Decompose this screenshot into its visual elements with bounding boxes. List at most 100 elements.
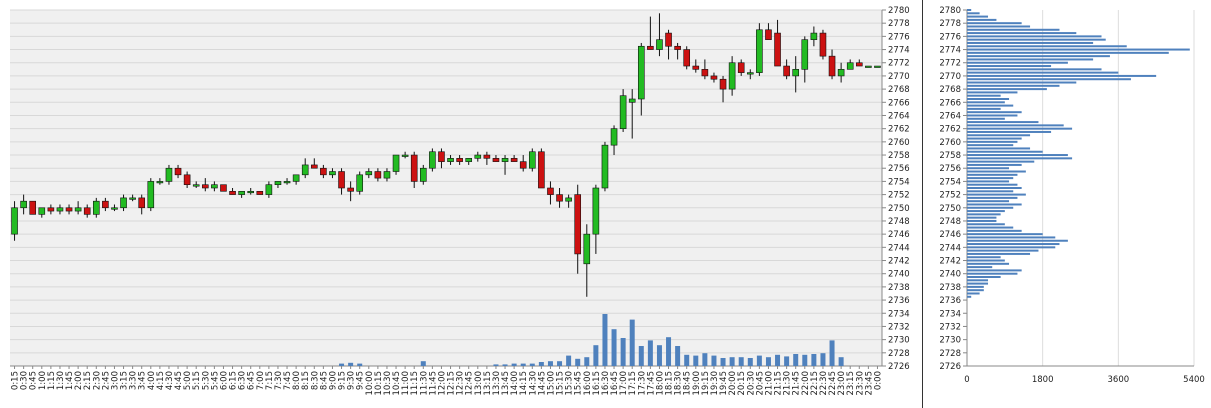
x-tick-label: 23:00 <box>837 371 847 396</box>
volume-bar <box>575 358 581 366</box>
volume-bar <box>829 340 835 366</box>
x-tick-label: 15:45 <box>574 371 584 396</box>
candle-body <box>737 62 745 73</box>
volume-bar <box>493 364 499 366</box>
candle-body <box>65 207 73 212</box>
volume-bar <box>420 361 426 366</box>
profile-bar <box>967 117 1005 120</box>
candle-body <box>174 167 182 176</box>
y-tick-label: 2750 <box>888 204 910 214</box>
x-tick-label: 7:15 <box>265 371 275 390</box>
profile-bar <box>967 78 1131 81</box>
x-tick-label: 18:30 <box>674 371 684 396</box>
profile-bar <box>967 285 984 288</box>
y-tick-label: 2744 <box>888 243 910 253</box>
x-tick-label: 20:30 <box>746 371 756 396</box>
y-tick-label: 2738 <box>939 283 961 293</box>
x-tick-label: 9:30 <box>347 371 357 390</box>
profile-bar <box>967 28 1060 31</box>
x-tick-label: 1:30 <box>56 371 66 390</box>
x-tick-label: 14:45 <box>537 371 547 396</box>
x-tick-label: 21:15 <box>774 371 784 396</box>
profile-bar <box>967 203 1022 206</box>
profile-bar <box>967 196 1018 199</box>
y-tick-label: 2756 <box>888 164 910 174</box>
y-tick-label: 2730 <box>939 336 961 346</box>
profile-bar <box>967 71 1119 74</box>
candle-body <box>92 200 100 215</box>
profile-bar <box>967 25 1031 28</box>
x-tick-label: 8:00 <box>292 371 302 390</box>
x-tick-label: 1:45 <box>65 371 75 390</box>
volume-bar <box>357 363 363 366</box>
y-tick-label: 2752 <box>939 191 961 201</box>
profile-bar <box>967 246 1056 249</box>
volume-bar <box>802 354 808 366</box>
x-tick-label: 10:15 <box>374 371 384 396</box>
profile-bar <box>967 236 1056 239</box>
x-tick-label: 7:45 <box>283 371 293 390</box>
volume-bar <box>738 357 744 366</box>
profile-bar <box>967 65 1052 68</box>
volume-bar <box>566 355 572 366</box>
profile-bar <box>967 107 1001 110</box>
candle-body <box>265 184 273 195</box>
volume-bar <box>602 314 608 366</box>
x-tick-label: 9:15 <box>338 371 348 390</box>
x-tick-label: 20:45 <box>755 371 765 396</box>
x-tick-label: 19:30 <box>710 371 720 396</box>
y-tick-label: 2740 <box>939 270 961 280</box>
volume-bar <box>339 363 345 366</box>
candle-body <box>865 65 872 68</box>
candle-body <box>419 167 427 182</box>
x-tick-label: 11:15 <box>410 371 420 396</box>
candle-body <box>583 233 591 265</box>
x-tick-label: 14:00 <box>510 371 520 396</box>
candle-body <box>11 207 18 235</box>
profile-bar <box>967 292 980 295</box>
profile-bar <box>967 170 1026 173</box>
y-tick-label: 2738 <box>888 283 910 293</box>
candle-body <box>846 62 854 70</box>
volume-bar <box>584 357 590 366</box>
candle-body <box>628 98 636 103</box>
x-tick-label: 2:00 <box>74 371 84 390</box>
y-tick-label: 2728 <box>888 349 910 359</box>
x-tick-label: 6:15 <box>229 371 239 390</box>
candle-body <box>637 45 645 100</box>
profile-bar <box>967 15 989 18</box>
candle-body <box>429 151 436 169</box>
volume-bar <box>502 364 508 366</box>
x-tick-label: 5:00 <box>183 371 193 390</box>
candle-body <box>365 171 373 176</box>
y-tick-label: 2748 <box>888 217 910 227</box>
y-tick-label: 2764 <box>888 111 910 121</box>
x-tick-label: 2:45 <box>101 371 111 390</box>
x-tick-label: 16:30 <box>601 371 611 396</box>
x-tick-label: 23:45 <box>864 371 874 396</box>
candle-body <box>774 32 781 67</box>
volume-bar <box>793 354 799 366</box>
profile-bar <box>967 130 1052 133</box>
profile-bar <box>967 114 1018 117</box>
x-tick-label: 19:00 <box>692 371 702 396</box>
y-tick-label: 2736 <box>888 296 910 306</box>
x-tick-label: 6:45 <box>247 371 257 390</box>
y-tick-label: 2734 <box>888 309 910 319</box>
profile-bar <box>967 193 1026 196</box>
profile-bar <box>967 32 1077 35</box>
profile-bar <box>967 35 1102 38</box>
x-tick-label: 3:15 <box>120 371 130 390</box>
x-tick-label: 16:00 <box>583 371 593 396</box>
candle-body <box>111 207 118 210</box>
volume-profile-chart: 0 1800 3600 5400 2726 2728 2730 2732 2734 2736 273… <box>939 6 1204 385</box>
candle-body <box>746 72 754 75</box>
x-tick-label: 10:00 <box>365 371 375 396</box>
profile-bar <box>967 38 1106 41</box>
volume-bar <box>702 353 708 366</box>
x-tick-label: 5:15 <box>192 371 202 390</box>
x-tick-label: 0:00 <box>873 371 883 390</box>
y-tick-label: 2730 <box>888 336 910 346</box>
candle-body <box>229 190 236 195</box>
y-tick-label: 2748 <box>939 217 961 227</box>
